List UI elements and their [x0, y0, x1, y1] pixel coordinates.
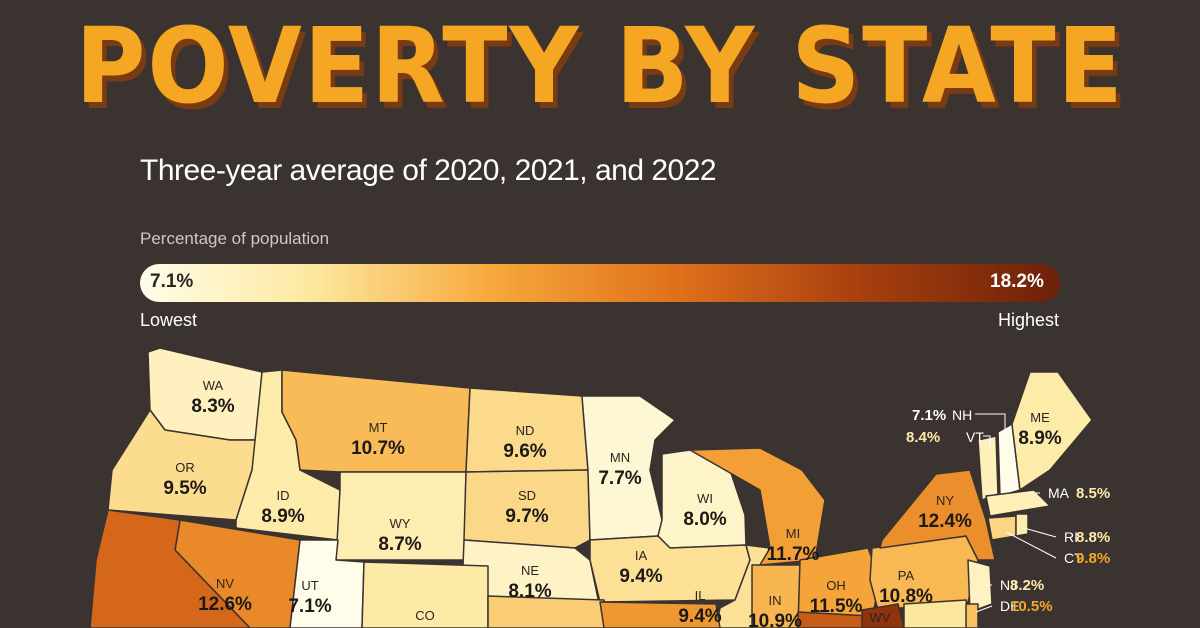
state-value-mn: 7.7% [598, 468, 641, 489]
state-code-mi: MI [786, 526, 800, 541]
state-value-id: 8.9% [261, 506, 304, 527]
callout-value-nj: 8.2% [1010, 577, 1044, 594]
state-value-me: 8.9% [1018, 428, 1061, 449]
state-ky [797, 611, 871, 628]
state-value-ne: 8.1% [508, 581, 551, 602]
state-sd [463, 469, 591, 549]
callout-line-ri [1023, 527, 1057, 538]
state-code-ut: UT [301, 578, 318, 593]
color-scale-bar [140, 264, 1060, 302]
scale-low-label: Lowest [140, 310, 198, 330]
state-value-in: 10.9% [748, 611, 802, 628]
state-wy [335, 471, 467, 561]
callout-code-vt: VT [966, 429, 984, 445]
callout-line-vt [983, 435, 991, 450]
state-value-il: 9.4% [678, 606, 721, 627]
callout-line-de [975, 605, 993, 613]
callout-code-ct: CT [1064, 550, 1083, 566]
state-code-nv: NV [216, 576, 234, 591]
page-subtitle: Three-year average of 2020, 2021, and 20… [140, 154, 717, 187]
callout-value-ri: 8.8% [1076, 529, 1110, 546]
callout-line-nh [975, 413, 1006, 440]
state-value-pa: 10.8% [879, 586, 933, 607]
state-code-oh: OH [826, 578, 846, 593]
state-code-il: IL [695, 588, 706, 603]
state-ma [985, 489, 1051, 517]
page-title: POVERTY BY STATE [75, 5, 1125, 127]
state-ks [487, 595, 609, 628]
state-code-ne: NE [521, 563, 539, 578]
state-ri [1015, 513, 1029, 537]
state-wa [147, 347, 263, 441]
scale-min-value: 7.1% [150, 271, 194, 292]
state-de [965, 603, 979, 628]
state-code-wi: WI [697, 491, 713, 506]
state-value-ia: 9.4% [619, 566, 662, 587]
state-ct [987, 515, 1017, 541]
state-value-nd: 9.6% [503, 441, 546, 462]
state-code-me: ME [1030, 410, 1050, 425]
scale-max-value: 18.2% [990, 271, 1044, 292]
state-code-ny: NY [936, 493, 954, 508]
state-code-wa: WA [203, 378, 224, 393]
state-mn [581, 395, 676, 541]
state-code-mn: MN [610, 450, 630, 465]
state-wv [861, 603, 905, 628]
callout-line-ct [1005, 531, 1057, 559]
callout-code-ma: MA [1048, 485, 1070, 501]
state-ny [879, 469, 996, 561]
callout-code-de: DE [1000, 598, 1019, 614]
state-code-pa: PA [898, 568, 915, 583]
state-code-wv: WV [870, 610, 891, 625]
callout-code-nj: NJ [1000, 577, 1017, 593]
state-value-wy: 8.7% [378, 534, 421, 555]
state-code-co: CO [415, 608, 435, 623]
state-code-sd: SD [518, 488, 536, 503]
state-me [1011, 371, 1093, 491]
state-nj [967, 559, 993, 613]
callout-value-vt: 8.4% [906, 429, 940, 446]
state-mo [599, 601, 721, 628]
state-co [361, 561, 489, 628]
state-value-or: 9.5% [163, 478, 206, 499]
state-code-id: ID [277, 488, 290, 503]
state-code-nd: ND [516, 423, 535, 438]
state-value-mt: 10.7% [351, 438, 405, 459]
state-value-oh: 11.5% [810, 596, 863, 617]
state-value-mi: 11.7% [767, 544, 820, 565]
callout-value-ct: 9.8% [1076, 550, 1110, 567]
state-value-sd: 9.7% [505, 506, 548, 527]
callout-value-ma: 8.5% [1076, 485, 1110, 502]
callout-value-de: 10.5% [1010, 598, 1053, 615]
callout-code-nh: NH [952, 407, 972, 423]
callout-value-nh: 7.1% [912, 407, 946, 424]
state-code-in: IN [769, 593, 782, 608]
state-in [751, 564, 801, 628]
state-value-wa: 8.3% [191, 396, 234, 417]
state-code-ia: IA [635, 548, 648, 563]
state-value-wi: 8.0% [683, 509, 726, 530]
state-value-ny: 12.4% [918, 511, 972, 532]
scale-high-label: Highest [998, 310, 1060, 330]
state-code-or: OR [175, 460, 195, 475]
state-code-mt: MT [369, 420, 388, 435]
callout-code-ri: RI [1064, 529, 1078, 545]
state-vt [977, 435, 999, 501]
state-md [903, 599, 971, 628]
state-ca [89, 509, 251, 628]
legend-label: Percentage of population [140, 229, 330, 248]
state-value-nv: 12.6% [198, 594, 252, 615]
state-value-ut: 7.1% [288, 596, 331, 617]
state-code-wy: WY [390, 516, 411, 531]
